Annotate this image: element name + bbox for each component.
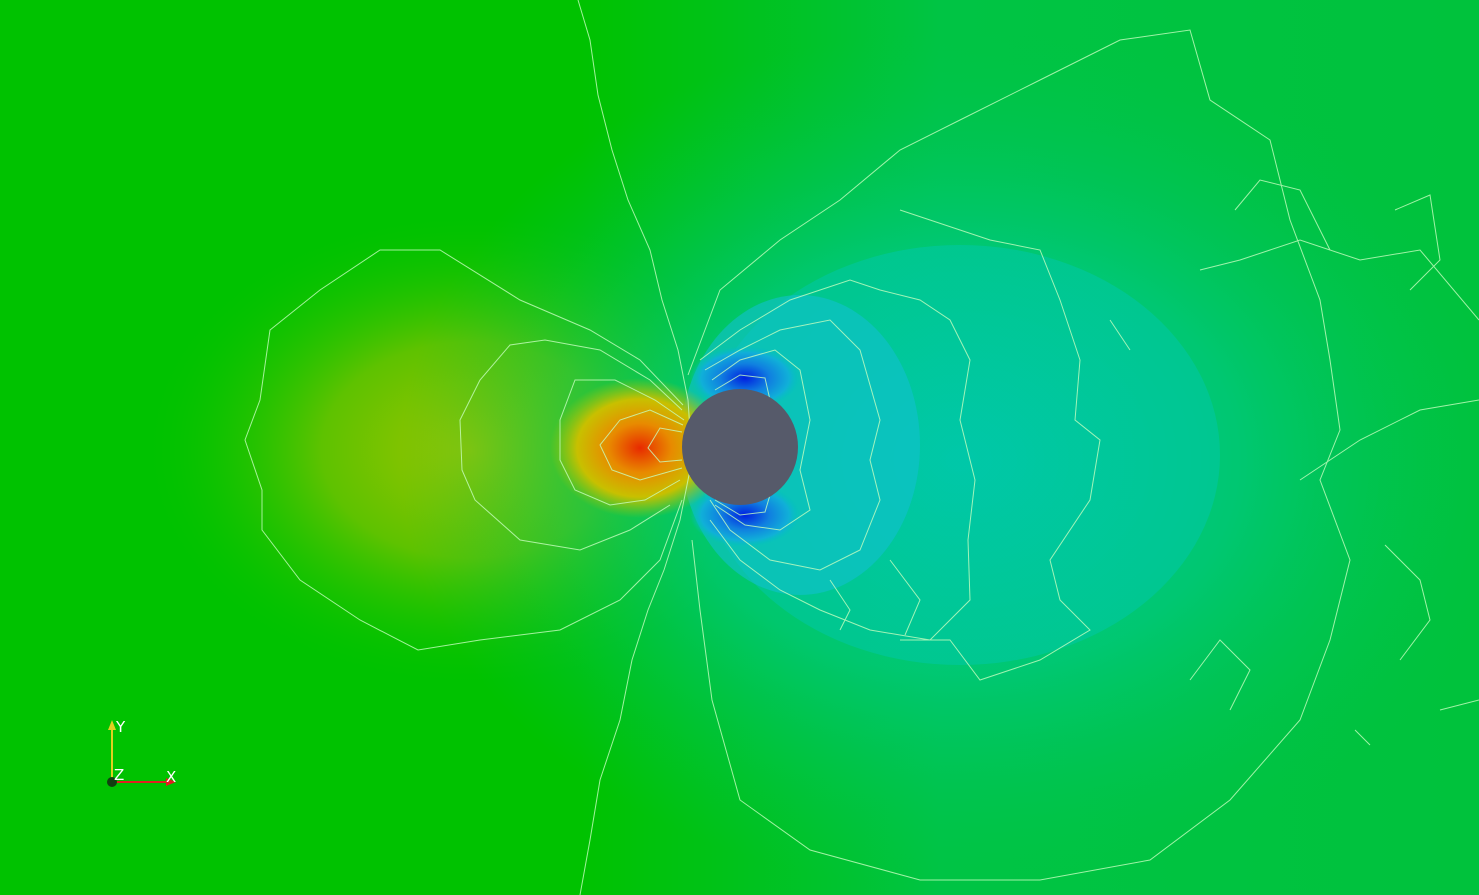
orientation-axes-widget[interactable]: Y X Z xyxy=(96,712,192,796)
z-axis-label: Z xyxy=(114,766,124,784)
downstream-wake-region xyxy=(400,30,1479,890)
axes-triad-icon: Y X Z xyxy=(107,718,176,787)
stagnation-region xyxy=(550,378,730,518)
y-axis-label: Y xyxy=(115,718,126,736)
cylinder-obstacle xyxy=(682,389,798,505)
z-axis-dot xyxy=(107,777,117,787)
x-axis-arrow xyxy=(166,778,176,786)
contour-lines xyxy=(244,0,1479,895)
x-axis-label: X xyxy=(166,768,176,786)
y-axis-arrow xyxy=(108,720,116,730)
